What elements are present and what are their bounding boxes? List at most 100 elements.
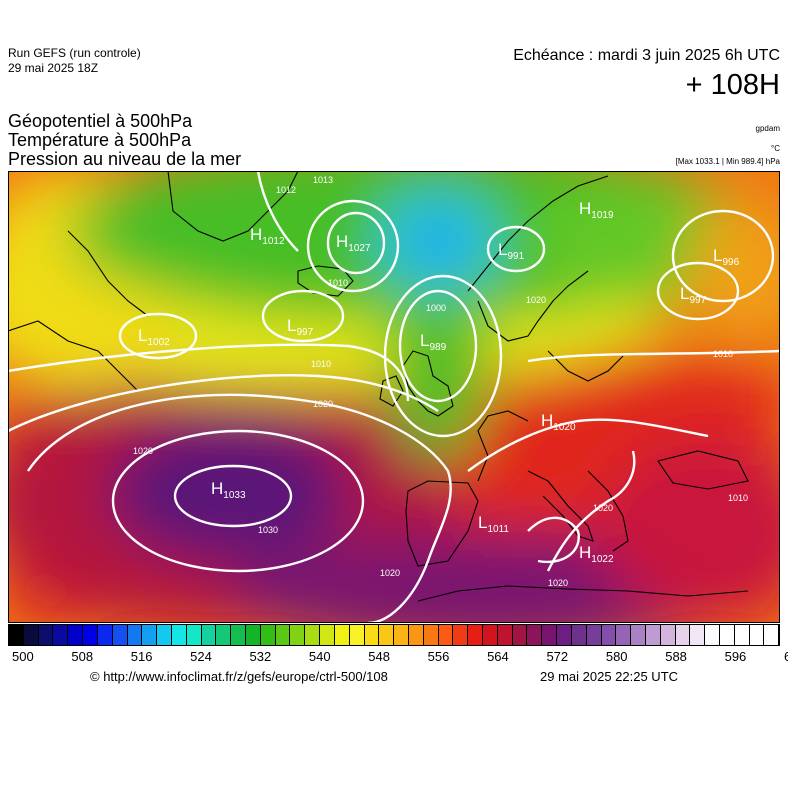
- colorbar-tick-label: 516: [130, 649, 153, 664]
- colorbar-cell: [749, 625, 765, 645]
- colorbar-cell: [734, 625, 750, 645]
- colorbar-cell: [408, 625, 424, 645]
- colorbar-tick-label: 588: [665, 649, 687, 664]
- run-date: 29 mai 2025 18Z: [8, 61, 99, 75]
- unit-temperature: °C: [771, 144, 780, 153]
- colorbar-tick-label: 580: [605, 649, 628, 664]
- pressure-value: 1027: [348, 243, 371, 254]
- colorbar-cell: [320, 625, 335, 645]
- colorbar-tick-label: 548: [368, 649, 390, 664]
- colorbar-cell: [542, 625, 558, 645]
- field-green-trough: [388, 281, 488, 461]
- coast-canada: [8, 320, 139, 392]
- colorbar-cell: [438, 625, 454, 645]
- colorbar-cell: [231, 625, 246, 645]
- colorbar-cell: [201, 625, 217, 645]
- generated-time: 29 mai 2025 22:25 UTC: [540, 669, 679, 684]
- coast-uk: [402, 350, 454, 417]
- isobar-l996-east: [671, 209, 775, 303]
- colorbar-cell: [571, 625, 587, 645]
- parameter-temperature: Température à 500hPa: [8, 130, 192, 150]
- isobar-label: 1010: [311, 359, 331, 369]
- isobar-1012-greenland: [256, 171, 299, 252]
- colorbar-cell: [601, 625, 617, 645]
- isobar-h1027-outer: [306, 199, 400, 293]
- source-url[interactable]: © http://www.infoclimat.fr/z/gefs/europe…: [90, 669, 388, 684]
- colorbar-cell: [527, 625, 543, 645]
- colorbar-cell: [97, 625, 113, 645]
- unit-geopotential: gpdam: [755, 124, 780, 133]
- isobar-1020-atlantic: [27, 393, 452, 623]
- coast-norway: [467, 175, 609, 292]
- isobar-l997-west: [261, 289, 345, 343]
- colorbar-cell: [394, 625, 409, 645]
- colorbar-cell: [586, 625, 602, 645]
- isobar-label: 1020: [593, 503, 613, 513]
- colorbar-cell: [38, 625, 54, 645]
- isobar-label: 1020: [133, 446, 153, 456]
- field-warm-core-atlantic-inner: [108, 421, 348, 561]
- coast-iceland: [297, 265, 354, 297]
- map-frame: [8, 171, 780, 623]
- coast-greenland: [167, 171, 299, 242]
- colorbar-tick-label: 508: [71, 649, 94, 664]
- colorbar-cell: [305, 625, 321, 645]
- colorbar-cell: [23, 625, 39, 645]
- pressure-value: 1012: [262, 236, 285, 247]
- colorbar-cell: [483, 625, 498, 645]
- coast-black-sea: [657, 450, 749, 490]
- isobar-1010-south: [527, 516, 580, 564]
- pressure-range: [Max 1033.1 | Min 989.4] hPa: [675, 157, 780, 166]
- colorbar-cell: [186, 625, 202, 645]
- field-blue-core: [416, 216, 460, 266]
- isobar-1020-europe: [467, 418, 709, 472]
- coast-baltic: [547, 350, 624, 382]
- colorbar: [8, 624, 780, 646]
- colorbar-cell: [645, 625, 661, 645]
- colorbar-cell: [379, 625, 395, 645]
- colorbar-cell: [83, 625, 98, 645]
- parameter-pressure: Pression au niveau de la mer: [8, 149, 242, 169]
- colorbar-cell: [246, 625, 261, 645]
- colorbar-cell: [705, 625, 720, 645]
- colorbar-cell: [216, 625, 232, 645]
- isobar-label: 1020: [548, 578, 568, 588]
- colorbar-tick-label: 596: [724, 649, 747, 664]
- colorbar-tick-label: 604: [783, 649, 788, 664]
- colorbar-cell: [453, 625, 469, 645]
- colorbar-ticks: 500 508 516 524 532 540 548 556 564 572 580 588 596 6…: [8, 648, 788, 666]
- colorbar-tick-label: 532: [249, 649, 272, 664]
- colorbar-cell: [364, 625, 380, 645]
- lead-time: + 108H: [685, 69, 780, 101]
- colorbar-cell: [171, 625, 187, 645]
- coast-scandinavia-south: [477, 270, 589, 342]
- colorbar-cell: [68, 625, 84, 645]
- colorbar-cell: [157, 625, 172, 645]
- pressure-value: 991: [507, 251, 524, 262]
- isobar-1010-east: [527, 349, 780, 363]
- colorbar-cell: [616, 625, 632, 645]
- colorbar-cell: [423, 625, 439, 645]
- run-title: Run GEFS (run controle): [8, 46, 141, 60]
- colorbar-cell: [142, 625, 158, 645]
- colorbar-cell: [127, 625, 143, 645]
- colorbar-cell: [660, 625, 676, 645]
- colorbar-cell: [290, 625, 306, 645]
- isobar-label: 1010: [328, 278, 348, 288]
- isobar-label: 1013: [313, 175, 333, 185]
- pressure-value: 1011: [487, 524, 509, 535]
- forecast-valid-time: Echéance : mardi 3 juin 2025 6h UTC: [513, 47, 780, 64]
- colorbar-cell: [349, 625, 365, 645]
- pressure-value: 996: [722, 257, 739, 268]
- isobar-l989-1000: [383, 274, 503, 438]
- colorbar-cell: [690, 625, 706, 645]
- colorbar-cell: [334, 625, 350, 645]
- colorbar-tick-label: 564: [487, 649, 509, 664]
- isobar-1020-med: [546, 450, 636, 572]
- colorbar-cell: [9, 625, 24, 645]
- isobar-h1027: [326, 211, 386, 275]
- colorbar-cell: [512, 625, 528, 645]
- colorbar-cell: [468, 625, 483, 645]
- isobar-label: 1010: [713, 349, 733, 359]
- coast-iberia: [405, 480, 479, 567]
